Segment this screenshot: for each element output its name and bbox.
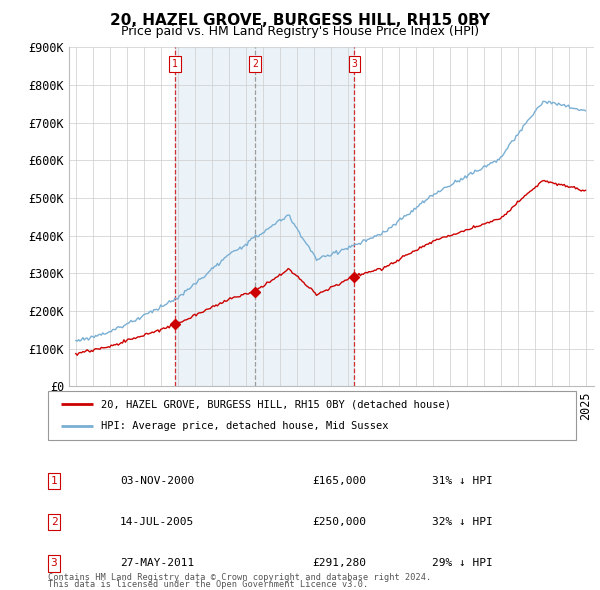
Text: 1: 1 — [172, 59, 178, 69]
Text: 29% ↓ HPI: 29% ↓ HPI — [432, 559, 493, 568]
Text: This data is licensed under the Open Government Licence v3.0.: This data is licensed under the Open Gov… — [48, 579, 368, 589]
Text: 3: 3 — [50, 559, 58, 568]
Text: 27-MAY-2011: 27-MAY-2011 — [120, 559, 194, 568]
Text: Price paid vs. HM Land Registry's House Price Index (HPI): Price paid vs. HM Land Registry's House … — [121, 25, 479, 38]
Text: £291,280: £291,280 — [312, 559, 366, 568]
Text: 2: 2 — [50, 517, 58, 527]
Text: Contains HM Land Registry data © Crown copyright and database right 2024.: Contains HM Land Registry data © Crown c… — [48, 572, 431, 582]
FancyBboxPatch shape — [48, 391, 576, 440]
Text: £165,000: £165,000 — [312, 476, 366, 486]
Text: 14-JUL-2005: 14-JUL-2005 — [120, 517, 194, 527]
Text: 3: 3 — [352, 59, 358, 69]
Text: HPI: Average price, detached house, Mid Sussex: HPI: Average price, detached house, Mid … — [101, 421, 388, 431]
Text: £250,000: £250,000 — [312, 517, 366, 527]
Text: 2: 2 — [252, 59, 258, 69]
Text: 1: 1 — [50, 476, 58, 486]
Text: 03-NOV-2000: 03-NOV-2000 — [120, 476, 194, 486]
Text: 20, HAZEL GROVE, BURGESS HILL, RH15 0BY: 20, HAZEL GROVE, BURGESS HILL, RH15 0BY — [110, 13, 490, 28]
Text: 31% ↓ HPI: 31% ↓ HPI — [432, 476, 493, 486]
Bar — [175, 47, 355, 386]
Text: 32% ↓ HPI: 32% ↓ HPI — [432, 517, 493, 527]
Text: 20, HAZEL GROVE, BURGESS HILL, RH15 0BY (detached house): 20, HAZEL GROVE, BURGESS HILL, RH15 0BY … — [101, 399, 451, 409]
